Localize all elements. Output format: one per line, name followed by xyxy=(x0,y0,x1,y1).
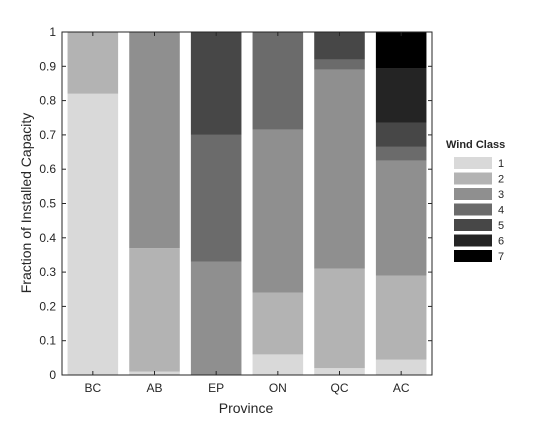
y-tick-label: 0 xyxy=(49,368,56,382)
legend-box xyxy=(440,130,518,272)
y-tick-label: 0.2 xyxy=(39,299,56,313)
bar-ac-class-6 xyxy=(375,68,427,123)
plot-background xyxy=(62,32,432,375)
y-tick-label: 0.4 xyxy=(39,231,56,245)
bar-qc-class-4 xyxy=(314,59,365,70)
bar-ab-class-3 xyxy=(129,32,180,249)
bar-on-class-2 xyxy=(252,292,304,355)
x-axis-label: Province xyxy=(219,400,274,416)
legend-swatch-class-2 xyxy=(454,172,492,185)
bar-bc-class-2 xyxy=(67,32,119,94)
x-tick-label: BC xyxy=(84,381,101,395)
x-tick-label: ON xyxy=(269,381,287,395)
bar-on-class-1 xyxy=(252,354,304,375)
bar-ac-class-3 xyxy=(375,160,427,276)
bar-on-class-3 xyxy=(252,129,304,293)
legend-label-class-3: 3 xyxy=(498,189,504,201)
legend-label-class-7: 7 xyxy=(498,251,504,263)
bar-ep-class-4 xyxy=(190,134,242,262)
legend-swatch-class-3 xyxy=(454,188,492,200)
bar-bc-class-1 xyxy=(67,93,119,376)
y-tick-label: 1 xyxy=(49,25,56,39)
bars-layer xyxy=(67,32,427,376)
bar-qc-class-5 xyxy=(314,32,365,60)
y-tick-label: 0.9 xyxy=(39,59,56,73)
x-tick-label: EP xyxy=(208,381,224,395)
bar-qc-class-2 xyxy=(314,268,365,369)
x-tick-label: QC xyxy=(331,381,349,395)
legend-label-class-1: 1 xyxy=(498,158,504,170)
legend-swatch-class-1 xyxy=(454,157,492,169)
axes-layer: 0 0.1 0.2 0.3 0.4 0.5 0.6 0.7 0.8 0.9 1 BC AB EP ON QC A… xyxy=(39,25,433,395)
legend-label-class-2: 2 xyxy=(498,174,504,186)
legend-label-class-5: 5 xyxy=(498,220,504,232)
y-tick-label: 0.8 xyxy=(39,94,56,108)
bar-ac-class-4 xyxy=(375,146,427,161)
bar-ac-class-2 xyxy=(375,275,427,360)
legend-label-class-6: 6 xyxy=(498,236,504,248)
y-tick-label: 0.3 xyxy=(39,265,56,279)
y-tick-label: 0.1 xyxy=(39,334,56,348)
x-tick-label: AB xyxy=(146,381,162,395)
bar-ac-class-7 xyxy=(375,32,427,69)
x-tick-label: AC xyxy=(393,381,410,395)
bar-ac-class-5 xyxy=(375,122,427,147)
y-tick-label: 0.6 xyxy=(39,162,56,176)
bar-on-class-4 xyxy=(252,32,304,130)
legend-label-class-4: 4 xyxy=(498,205,504,217)
bar-qc-class-3 xyxy=(314,69,365,269)
legend-swatch-class-7 xyxy=(454,250,492,262)
y-axis-label: Fraction of Installed Capacity xyxy=(18,113,34,294)
bar-ep-class-5 xyxy=(190,32,242,135)
bar-ab-class-2 xyxy=(129,248,180,372)
bar-ac-class-1 xyxy=(375,359,427,375)
legend-swatch-class-4 xyxy=(454,203,492,216)
y-tick-label: 0.7 xyxy=(39,128,56,142)
y-tick-label: 0.5 xyxy=(39,197,56,211)
legend-title: Wind Class xyxy=(446,139,505,151)
bar-ep-class-3 xyxy=(190,261,242,375)
legend-swatch-class-6 xyxy=(454,234,492,247)
legend: Wind Class 1 2 3 4 5 6 7 xyxy=(440,130,518,272)
plot-area xyxy=(62,32,432,375)
legend-swatch-class-5 xyxy=(454,219,492,231)
